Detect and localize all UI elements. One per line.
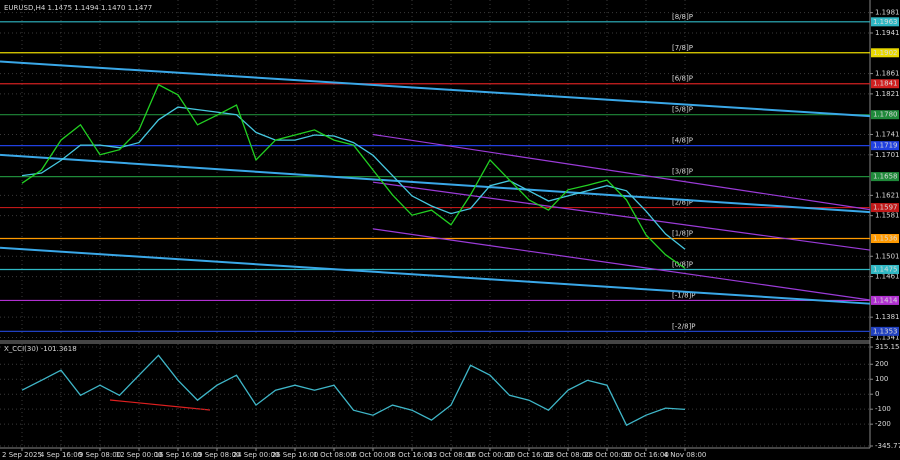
x-tick-label: 4 Nov 08:00 — [664, 451, 707, 459]
level-tag-label: 1.1353 — [873, 327, 898, 335]
level-label: [0/8]P — [672, 260, 693, 268]
x-tick-label: 2 Sep 2025 — [2, 451, 42, 459]
level-label: [7/8]P — [672, 44, 693, 52]
level-tag-label: 1.1475 — [873, 265, 898, 273]
y-tick-label: 1.1621 — [875, 191, 900, 199]
x-tick-label: 24 Sep 00:00 — [233, 451, 280, 459]
x-tick-label: 20 Oct 16:00 — [506, 451, 552, 459]
y-tick-label: 1.1341 — [875, 333, 900, 341]
level-label: [2/8]P — [672, 199, 693, 207]
x-tick-label: 13 Oct 08:00 — [428, 451, 474, 459]
y-tick-label: -200 — [875, 420, 891, 428]
y-tick-label: 1.1981 — [875, 9, 900, 17]
x-tick-label: 1 Oct 08:00 — [313, 451, 354, 459]
y-tick-label: 315.1542 — [875, 343, 900, 351]
level-tag-label: 1.1658 — [873, 173, 898, 181]
x-tick-label: 16 Oct 00:00 — [467, 451, 513, 459]
y-tick-label: -100 — [875, 405, 891, 413]
trend-channel — [0, 153, 871, 214]
y-tick-label: 1.1941 — [875, 29, 900, 37]
trend-channel — [372, 133, 871, 211]
level-tag — [871, 326, 899, 336]
level-tag — [871, 203, 899, 213]
price-line — [21, 83, 686, 269]
level-tag-label: 1.1963 — [873, 18, 898, 26]
level-label: [-2/8]P — [672, 322, 695, 330]
y-tick-label: 1.1501 — [875, 252, 900, 260]
y-tick-label: -345.7735 — [875, 442, 900, 450]
level-tag — [871, 295, 899, 305]
x-tick-label: 9 Sep 08:00 — [79, 451, 121, 459]
y-tick-label: 1.1381 — [875, 313, 900, 321]
x-tick-label: 28 Oct 00:00 — [584, 451, 630, 459]
divergence-line — [109, 399, 211, 411]
level-tag — [871, 234, 899, 244]
x-tick-label: 6 Oct 00:00 — [352, 451, 393, 459]
level-tag — [871, 79, 899, 89]
x-tick-label: 8 Oct 16:00 — [391, 451, 432, 459]
level-label: [-1/8]P — [672, 291, 695, 299]
y-tick-label: 1.1461 — [875, 273, 900, 281]
level-label: [3/8]P — [672, 168, 693, 176]
level-label: [5/8]P — [672, 106, 693, 114]
level-tag — [871, 48, 899, 58]
indicator-title: X_CCI(30) -101.3618 — [4, 345, 77, 353]
trend-channel — [0, 246, 871, 305]
x-tick-label: 19 Sep 08:00 — [194, 451, 241, 459]
level-tag — [871, 141, 899, 151]
y-tick-label: 1.1741 — [875, 130, 900, 138]
level-tag — [871, 17, 899, 27]
y-tick-label: 1.1701 — [875, 151, 900, 159]
level-label: [8/8]P — [672, 13, 693, 21]
x-tick-label: 26 Sep 16:00 — [272, 451, 319, 459]
x-tick-label: 30 Oct 16:00 — [623, 451, 669, 459]
y-tick-label: 1.1581 — [875, 212, 900, 220]
trend-channel — [372, 228, 871, 301]
level-tag — [871, 172, 899, 182]
x-tick-label: 16 Sep 16:00 — [155, 451, 202, 459]
level-label: [1/8]P — [672, 230, 693, 238]
y-tick-label: 1.1821 — [875, 90, 900, 98]
x-tick-label: 23 Oct 08:00 — [545, 451, 591, 459]
y-tick-label: 200 — [875, 360, 888, 368]
level-tag-label: 1.1719 — [873, 142, 898, 150]
x-tick-label: 4 Sep 16:00 — [40, 451, 82, 459]
price-line — [21, 354, 686, 427]
level-label: [4/8]P — [672, 137, 693, 145]
chart-title: EURUSD,H4 1.1475 1.1494 1.1470 1.1477 — [4, 4, 152, 12]
y-tick-label: 1.1861 — [875, 70, 900, 78]
moving-average — [21, 106, 686, 250]
level-label: [6/8]P — [672, 75, 693, 83]
x-tick-label: 12 Sep 00:00 — [116, 451, 163, 459]
trend-channel — [372, 181, 871, 251]
level-tag-label: 1.1841 — [873, 80, 898, 88]
trend-channel — [0, 60, 871, 118]
level-tag — [871, 110, 899, 120]
level-tag — [871, 264, 899, 274]
level-tag-label: 1.1780 — [873, 111, 898, 119]
y-tick-label: 100 — [875, 375, 888, 383]
level-tag-label: 1.1597 — [873, 204, 898, 212]
level-tag-label: 1.1536 — [873, 235, 898, 243]
level-tag-label: 1.1902 — [873, 49, 898, 57]
level-tag-label: 1.1414 — [873, 296, 898, 304]
y-tick-label: 0 — [875, 390, 879, 398]
